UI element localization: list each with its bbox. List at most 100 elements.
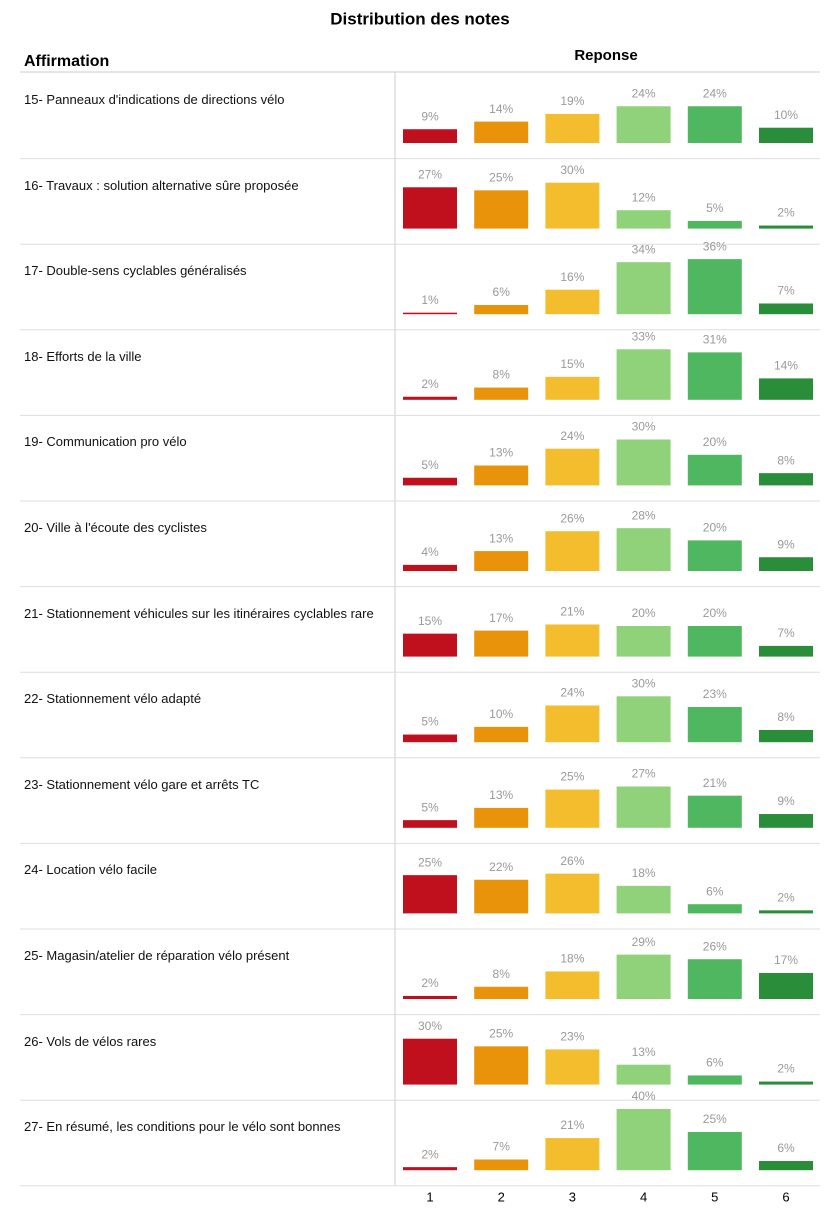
value-label: 23% [703,687,727,701]
row-header: Affirmation [24,53,109,70]
bar [403,187,457,229]
value-label: 30% [632,676,656,690]
bar [616,349,671,400]
row-label: 25- Magasin/atelier de réparation vélo p… [24,948,290,963]
x-tick-label: 3 [569,1189,576,1204]
value-label: 33% [632,329,656,343]
row-label: 26- Vols de vélos rares [24,1033,157,1049]
x-tick-label: 2 [498,1189,505,1204]
value-label: 25% [418,855,442,869]
bar [474,726,529,743]
bar [616,696,671,743]
bar [474,190,529,229]
value-label: 12% [632,190,656,204]
value-label: 16% [560,270,584,284]
value-label: 18% [560,952,584,966]
row-label: 21- Stationnement véhicules sur les itin… [24,605,374,621]
bar [687,352,742,400]
value-label: 6% [706,884,724,898]
bar [616,786,671,828]
bar [687,259,742,315]
value-label: 6% [493,285,511,299]
column-header: Reponse [574,47,637,64]
value-label: 25% [489,1027,513,1041]
bar [616,106,671,143]
value-label: 20% [703,606,727,620]
bar [403,820,457,828]
value-label: 30% [418,1019,442,1033]
value-label: 22% [489,860,513,874]
value-label: 31% [703,333,727,347]
value-label: 1% [421,293,439,307]
bar [403,129,457,143]
value-label: 24% [703,86,727,100]
value-label: 26% [703,939,727,953]
value-label: 5% [706,201,724,215]
value-label: 29% [632,935,656,949]
bar [474,1159,529,1171]
value-label: 9% [777,794,795,808]
bar [616,528,671,571]
bar [545,873,600,914]
bar [759,127,813,143]
value-label: 19% [560,94,584,108]
bar [616,1109,671,1171]
bar [616,262,671,315]
value-label: 21% [560,1118,584,1132]
row-label: 20- Ville à l'écoute des cyclistes [24,520,207,535]
bar [687,904,742,914]
bar [403,564,457,571]
bar [403,1038,457,1085]
bar [687,1131,742,1171]
value-label: 30% [560,163,584,177]
row-label: 16- Travaux : solution alternative sûre … [24,177,299,193]
bar [616,954,671,999]
bar [616,439,671,486]
value-label: 5% [421,458,439,472]
bar [403,1167,457,1171]
bar [545,624,600,657]
value-label: 2% [421,1147,439,1161]
bar [687,959,742,999]
value-label: 5% [421,800,439,814]
row-label: 27- En résumé, les conditions pour le vé… [24,1119,341,1135]
row-label: 17- Double-sens cyclables généralisés [24,263,247,279]
bar [545,531,600,571]
row-label: 18- Efforts de la ville [24,348,142,364]
value-label: 7% [493,1140,511,1154]
bar [759,729,813,743]
value-label: 36% [703,239,727,253]
bar [616,1064,671,1085]
value-label: 2% [777,891,795,905]
value-label: 10% [489,707,513,721]
row-label: 23- Stationnement vélo gare et arrêts TC [24,776,260,792]
value-label: 6% [777,1141,795,1155]
value-label: 21% [560,605,584,619]
bar [687,454,742,486]
value-label: 13% [489,788,513,802]
value-label: 17% [489,611,513,625]
value-label: 10% [774,108,798,122]
bar [474,121,529,143]
value-label: 24% [560,429,584,443]
value-label: 9% [777,537,795,551]
bar [759,910,813,914]
bar [474,807,529,828]
value-label: 18% [632,866,656,880]
value-label: 8% [493,967,511,981]
bar [759,225,813,229]
value-label: 9% [421,109,439,123]
bar [403,396,457,400]
x-tick-label: 1 [426,1189,433,1204]
value-label: 6% [706,1056,724,1070]
value-label: 20% [703,521,727,535]
row-label: 22- Stationnement vélo adapté [24,691,202,707]
value-label: 28% [632,508,656,522]
bar [474,1046,529,1085]
value-label: 34% [632,242,656,256]
bar [474,879,529,914]
value-label: 26% [560,854,584,868]
value-label: 2% [421,976,439,990]
bar [687,707,742,743]
bar [474,986,529,999]
